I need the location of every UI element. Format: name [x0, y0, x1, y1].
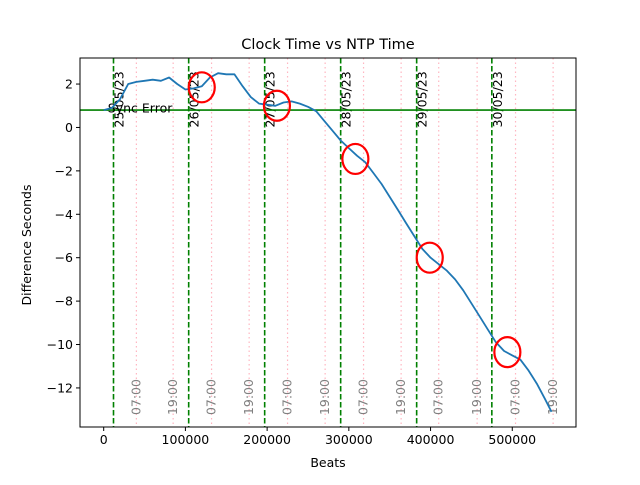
- highlight-circle: [493, 336, 522, 369]
- x-tick-label: 400000: [407, 432, 455, 447]
- plot-content: 07:00 19:00 07:00 19:00 07:00 19:00 07:00 19:00…: [80, 58, 576, 427]
- time-label: 07:00: [128, 379, 143, 415]
- date-label: 30/05/23: [490, 71, 505, 127]
- highlight-circle: [262, 89, 292, 122]
- time-label: 07:00: [204, 379, 219, 415]
- y-tick-label: −2: [55, 163, 73, 178]
- y-tick-label: 0: [65, 120, 73, 135]
- highlight-circle: [415, 241, 444, 274]
- time-label: 19:00: [165, 379, 180, 415]
- y-tick-label: −8: [55, 294, 73, 309]
- axes: 0 100000 200000 300000 400000 500000 2 0 −2 −4 −6 −…: [47, 57, 577, 447]
- time-label: 07:00: [356, 379, 371, 415]
- time-label: 07:00: [431, 379, 446, 415]
- y-tick-label: 2: [65, 77, 73, 92]
- time-label: 07:00: [280, 379, 295, 415]
- y-tick-label: −4: [55, 207, 73, 222]
- y-tick-label: −6: [55, 250, 73, 265]
- date-label: 29/05/23: [415, 71, 430, 127]
- chart-title: Clock Time vs NTP Time: [241, 37, 414, 53]
- plot-frame: [79, 57, 577, 428]
- series-line: [103, 72, 553, 413]
- plot-area: 07:00 19:00 07:00 19:00 07:00 19:00 07:00 19:00…: [80, 58, 576, 427]
- time-label: 07:00: [508, 379, 523, 415]
- sync-error-label: Sync Error: [108, 100, 173, 115]
- x-tick-label: 300000: [325, 432, 373, 447]
- x-tick-label: 200000: [243, 432, 291, 447]
- time-label: 19:00: [317, 379, 332, 415]
- highlight-circle: [341, 142, 370, 176]
- time-label: 19:00: [545, 379, 560, 415]
- x-tick-label: 100000: [162, 432, 210, 447]
- time-label: 19:00: [469, 379, 484, 415]
- x-tick-label: 500000: [488, 432, 536, 447]
- y-axis-label: Difference Seconds: [19, 185, 34, 306]
- x-axis-label: Beats: [310, 455, 345, 470]
- highlight-circle: [187, 71, 216, 104]
- time-label: 19:00: [393, 379, 408, 415]
- date-label: 28/05/23: [339, 71, 354, 127]
- time-label: 19:00: [241, 379, 256, 415]
- x-tick-label: 0: [100, 432, 108, 447]
- y-tick-label: −10: [47, 337, 73, 352]
- y-tick-label: −12: [47, 380, 73, 395]
